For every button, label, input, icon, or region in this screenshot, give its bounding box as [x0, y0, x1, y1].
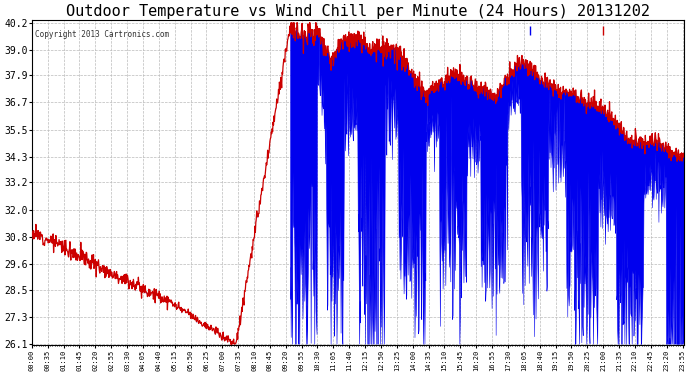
Title: Outdoor Temperature vs Wind Chill per Minute (24 Hours) 20131202: Outdoor Temperature vs Wind Chill per Mi… [66, 4, 650, 19]
Legend: Wind Chill (°F), Temperature (°F): Wind Chill (°F), Temperature (°F) [529, 24, 680, 36]
Text: Copyright 2013 Cartronics.com: Copyright 2013 Cartronics.com [35, 30, 169, 39]
